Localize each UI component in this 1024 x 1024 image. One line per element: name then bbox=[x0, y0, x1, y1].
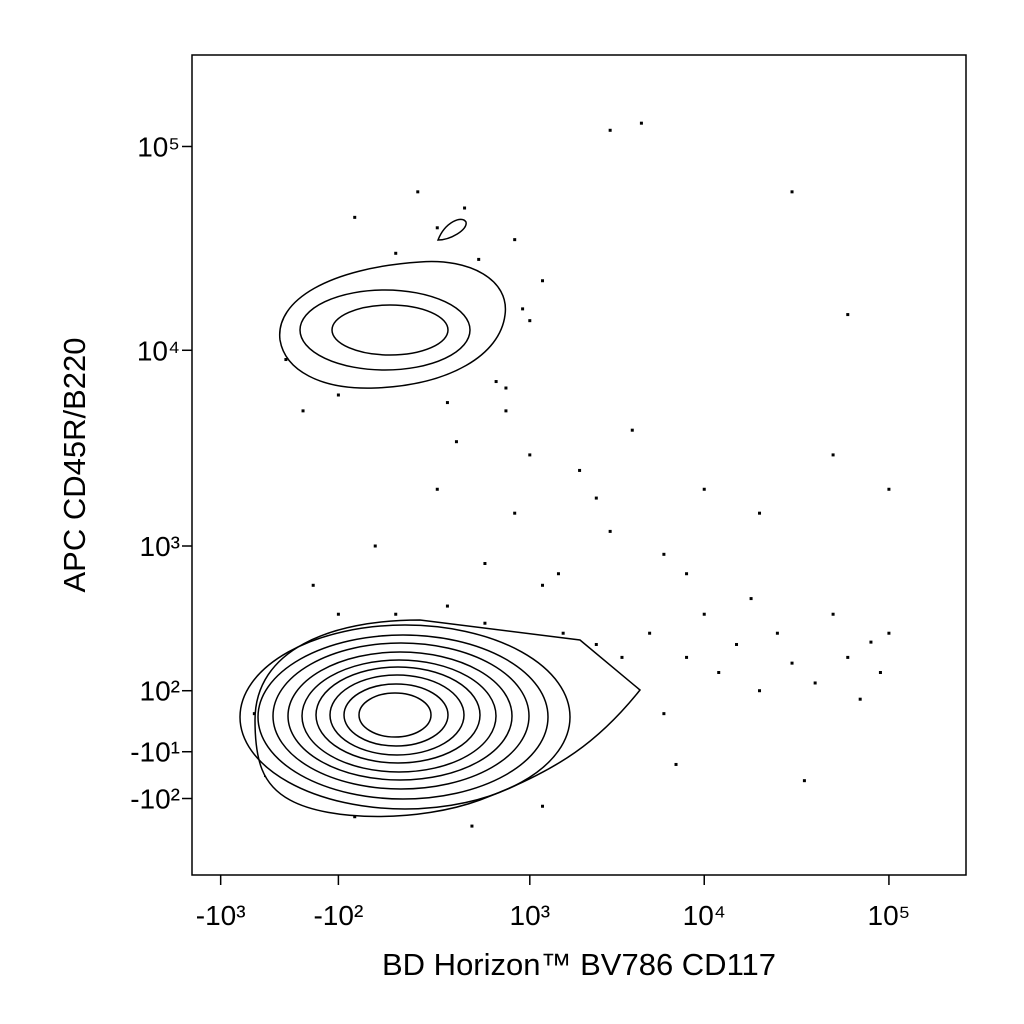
x-tick-label: -10³ bbox=[196, 900, 246, 931]
y-axis-label: APC CD45R/B220 bbox=[57, 337, 92, 592]
x-axis-label: BD Horizon™ BV786 CD117 bbox=[382, 947, 776, 982]
event-dot bbox=[758, 689, 762, 693]
event-dot bbox=[504, 409, 508, 413]
contour bbox=[331, 304, 449, 356]
event-dot bbox=[702, 612, 706, 616]
event-dot bbox=[284, 358, 288, 362]
event-dot bbox=[483, 621, 487, 625]
contour bbox=[315, 666, 481, 764]
contour bbox=[239, 624, 571, 810]
event-dot bbox=[504, 386, 508, 390]
event-dot bbox=[790, 190, 794, 194]
contour bbox=[301, 659, 497, 773]
contour bbox=[257, 634, 549, 800]
contour bbox=[436, 218, 467, 241]
event-dot bbox=[483, 561, 487, 565]
event-dot bbox=[435, 487, 439, 491]
event-dot bbox=[311, 583, 315, 587]
event-dot bbox=[252, 712, 256, 716]
event-dot bbox=[608, 529, 612, 533]
y-tick-label: 10⁵ bbox=[137, 131, 180, 162]
event-dot bbox=[353, 215, 357, 219]
event-dot bbox=[831, 453, 835, 457]
event-dot bbox=[594, 642, 598, 646]
event-dot bbox=[758, 511, 762, 515]
event-dot bbox=[702, 487, 706, 491]
event-dot bbox=[336, 393, 340, 397]
event-dot bbox=[373, 544, 377, 548]
x-tick-label: 10³ bbox=[510, 900, 550, 931]
event-dot bbox=[648, 631, 652, 635]
event-dot bbox=[336, 612, 340, 616]
contour bbox=[329, 674, 465, 756]
event-dot bbox=[790, 661, 794, 665]
x-tick-label: 10⁴ bbox=[683, 900, 726, 931]
event-dot bbox=[775, 631, 779, 635]
event-dot bbox=[521, 307, 525, 311]
y-tick-label: 10⁴ bbox=[137, 335, 180, 366]
event-dot bbox=[394, 251, 398, 255]
x-tick-label: -10² bbox=[313, 900, 363, 931]
event-dot bbox=[541, 279, 545, 283]
event-dot bbox=[416, 190, 420, 194]
event-dot bbox=[561, 631, 565, 635]
event-dot bbox=[463, 206, 467, 210]
event-dot bbox=[556, 572, 560, 576]
event-dot bbox=[639, 121, 643, 125]
y-tick-label: -10¹ bbox=[130, 737, 180, 768]
event-dot bbox=[869, 640, 873, 644]
contour bbox=[299, 289, 471, 371]
event-dot bbox=[477, 257, 481, 261]
event-dot bbox=[470, 824, 474, 828]
event-dot bbox=[528, 453, 532, 457]
y-tick-label: -10² bbox=[130, 784, 180, 815]
event-dot bbox=[662, 552, 666, 556]
event-dot bbox=[858, 697, 862, 701]
y-tick-label: 10² bbox=[140, 676, 180, 707]
event-dot bbox=[435, 226, 439, 230]
event-dot bbox=[608, 128, 612, 132]
contour-layer bbox=[239, 218, 642, 818]
event-dot bbox=[846, 655, 850, 659]
contour bbox=[343, 683, 449, 747]
event-dot bbox=[541, 583, 545, 587]
event-dot bbox=[749, 597, 753, 601]
event-dot bbox=[445, 401, 449, 405]
event-dot bbox=[494, 380, 498, 384]
event-dot bbox=[662, 712, 666, 716]
contour bbox=[287, 651, 513, 781]
event-dot bbox=[887, 631, 891, 635]
event-dot bbox=[353, 815, 357, 819]
event-dot bbox=[454, 440, 458, 444]
event-dot bbox=[674, 762, 678, 766]
event-dot bbox=[594, 496, 598, 500]
event-dot bbox=[528, 319, 532, 323]
event-dot bbox=[620, 655, 624, 659]
event-dot bbox=[846, 313, 850, 317]
event-dot bbox=[630, 428, 634, 432]
event-dot bbox=[394, 612, 398, 616]
event-dot bbox=[887, 487, 891, 491]
event-dot bbox=[831, 612, 835, 616]
x-tick-label: 10⁵ bbox=[868, 900, 911, 931]
event-dot bbox=[445, 604, 449, 608]
event-dot bbox=[813, 681, 817, 685]
event-dot bbox=[685, 572, 689, 576]
event-dot bbox=[301, 409, 305, 413]
contour bbox=[272, 642, 530, 790]
event-dot bbox=[541, 804, 545, 808]
plot-frame bbox=[191, 54, 967, 876]
event-dot bbox=[802, 779, 806, 783]
event-dot bbox=[878, 671, 882, 675]
event-dot bbox=[735, 642, 739, 646]
y-tick-label: 10³ bbox=[140, 531, 180, 562]
event-dot bbox=[685, 655, 689, 659]
event-dot bbox=[717, 671, 721, 675]
contour bbox=[358, 692, 432, 738]
event-dot bbox=[513, 511, 517, 515]
event-dot bbox=[578, 468, 582, 472]
event-dot bbox=[513, 238, 517, 242]
